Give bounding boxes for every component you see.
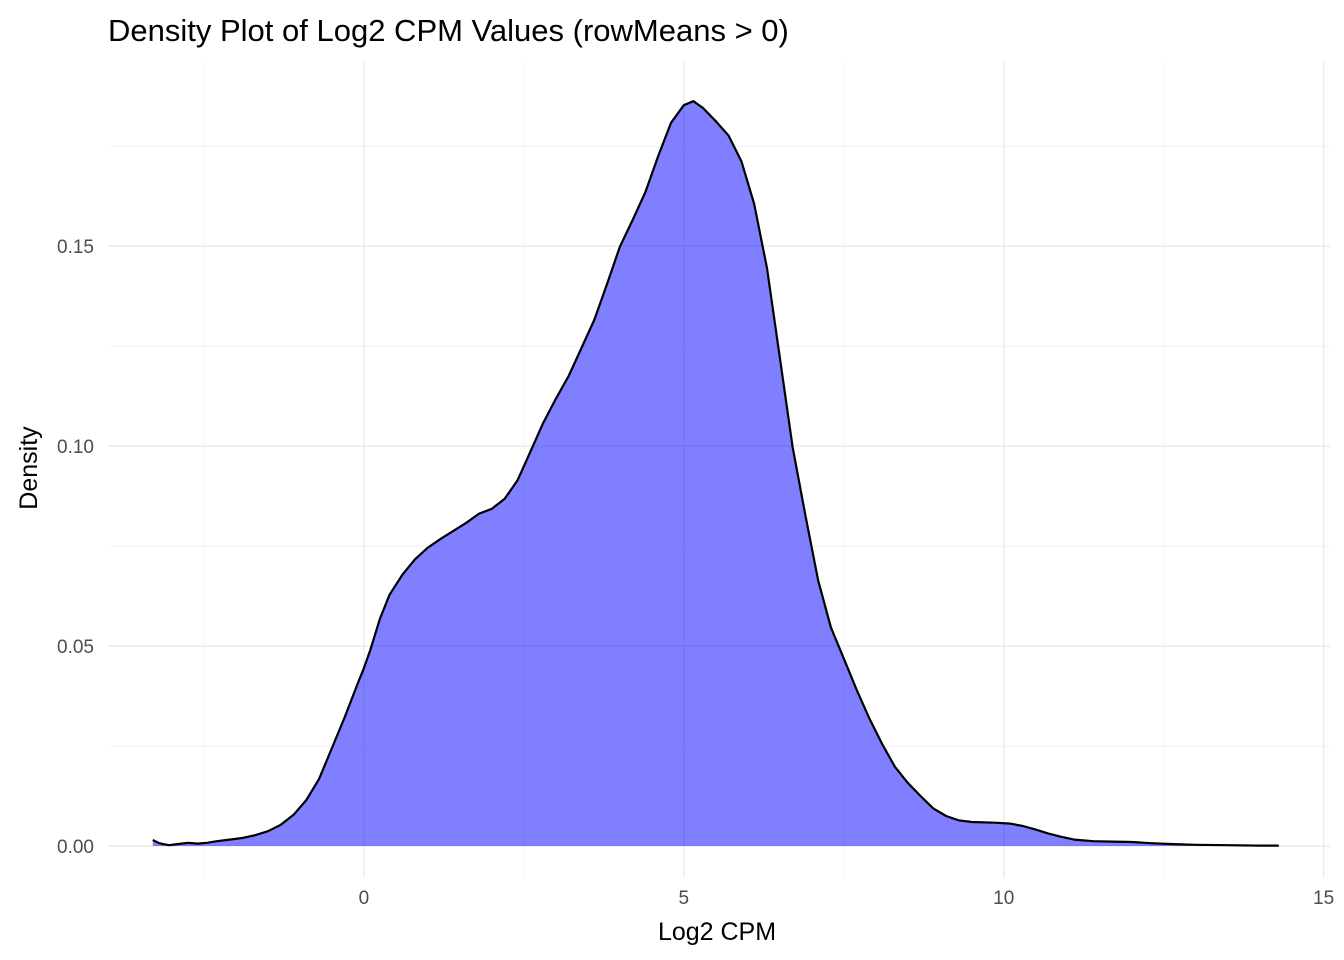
density-area-layer — [152, 100, 1279, 847]
x-axis-label: Log2 CPM — [658, 918, 776, 946]
y-axis-label: Density — [15, 426, 43, 510]
y-tick-label: 0.00 — [57, 837, 94, 858]
y-tick-label: 0.05 — [57, 637, 94, 658]
x-tick-label: 5 — [679, 888, 690, 909]
y-tick-labels: 0.00 0.05 0.10 0.15 — [57, 237, 94, 858]
x-tick-label: 0 — [359, 888, 370, 909]
x-tick-labels: 0 5 10 15 — [359, 888, 1335, 909]
x-tick-label: 15 — [1313, 888, 1334, 909]
x-tick-label: 10 — [993, 888, 1014, 909]
density-curve — [152, 100, 1279, 847]
y-tick-label: 0.10 — [57, 437, 94, 458]
y-tick-label: 0.15 — [57, 237, 94, 258]
chart-title: Density Plot of Log2 CPM Values (rowMean… — [108, 13, 789, 48]
density-fill — [152, 101, 1279, 846]
